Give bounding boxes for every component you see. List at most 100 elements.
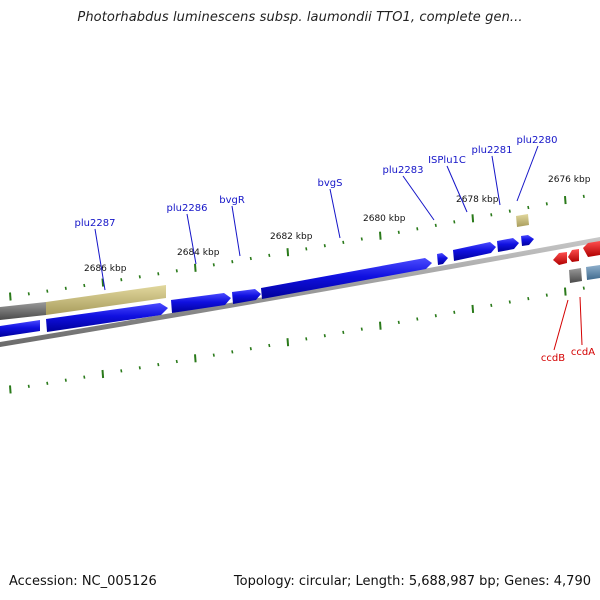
major-tick — [471, 214, 475, 223]
minor-tick — [157, 272, 160, 276]
minor-tick — [527, 205, 530, 210]
gene-arrow[interactable] — [583, 241, 600, 257]
minor-tick — [138, 275, 141, 279]
gene-label-plu2286[interactable]: plu2286 — [167, 203, 208, 214]
gene-arrow[interactable] — [497, 238, 519, 252]
gene-arrow[interactable] — [232, 289, 261, 304]
scale-label: 2684 kbp — [177, 248, 220, 258]
major-tick — [9, 292, 12, 301]
gene-label-ccdA[interactable]: ccdA — [571, 347, 595, 358]
minor-tick — [416, 317, 419, 321]
gene-arrow[interactable] — [553, 252, 567, 265]
minor-tick — [46, 289, 49, 293]
minor-tick — [453, 220, 456, 224]
major-tick — [564, 196, 567, 205]
forward-gene-arrows — [0, 235, 534, 337]
steel-region-block — [586, 265, 600, 280]
major-tick — [194, 354, 197, 363]
major-tick — [379, 231, 382, 240]
gene-label-plu2280[interactable]: plu2280 — [517, 135, 558, 146]
gene-label-ISPlu1C[interactable]: ISPlu1C — [428, 155, 466, 166]
minor-tick — [231, 350, 234, 354]
gene-label-bvgS[interactable]: bvgS — [318, 178, 343, 189]
tick-row-upper — [9, 194, 585, 301]
minor-tick — [27, 384, 30, 388]
minor-tick — [453, 310, 456, 314]
minor-tick — [64, 378, 67, 382]
scale-labels: 2686 kbp 2684 kbp 2682 kbp 2680 kbp 2678… — [84, 175, 591, 274]
minor-tick — [46, 381, 49, 385]
minor-tick — [249, 256, 252, 261]
major-tick — [9, 385, 12, 394]
gene-arrow[interactable] — [521, 235, 534, 246]
gene-label-leaders — [94, 145, 539, 291]
scale-label: 2678 kbp — [456, 195, 499, 205]
major-tick — [101, 278, 105, 287]
gene-label-ccdB[interactable]: ccdB — [541, 353, 565, 364]
gene-arrow[interactable] — [171, 293, 231, 313]
minor-tick — [342, 240, 345, 245]
gene-arrow[interactable] — [261, 258, 432, 299]
minor-tick — [582, 194, 585, 199]
gray-region-block — [569, 268, 582, 283]
gene-arrow[interactable] — [0, 320, 40, 337]
gene-label-plu2287[interactable]: plu2287 — [75, 218, 116, 229]
accession-text: Accession: NC_005126 — [9, 574, 157, 589]
page-title: Photorhabdus luminescens subsp. laumondi… — [77, 10, 523, 25]
gene-arrow[interactable] — [46, 303, 168, 332]
minor-tick — [212, 353, 215, 357]
minor-tick — [527, 296, 530, 301]
minor-tick — [212, 263, 215, 267]
minor-tick — [490, 213, 493, 217]
gray-region-track — [0, 302, 46, 320]
major-tick — [286, 338, 290, 347]
major-tick — [471, 304, 475, 313]
minor-tick — [268, 253, 271, 258]
gene-label-bvgR[interactable]: bvgR — [219, 195, 245, 206]
minor-tick — [545, 202, 548, 206]
tick-row-lower — [9, 286, 585, 394]
tan-region-track — [46, 285, 166, 315]
minor-tick — [175, 359, 178, 364]
minor-tick — [305, 247, 308, 251]
minor-tick — [175, 269, 178, 273]
minor-tick — [249, 347, 252, 351]
genome-summary-text: Topology: circular; Length: 5,688,987 bp… — [233, 574, 591, 589]
gene-labels: plu2287 plu2286 bvgR bvgS plu2283 ISPlu1… — [75, 135, 558, 229]
gene-label-plu2281[interactable]: plu2281 — [472, 145, 513, 156]
minor-tick — [416, 227, 419, 231]
minor-tick — [397, 230, 400, 234]
minor-tick — [83, 375, 86, 379]
gene-label-plu2283[interactable]: plu2283 — [383, 165, 424, 176]
minor-tick — [490, 303, 493, 308]
gene-arrow[interactable] — [453, 242, 496, 261]
minor-tick — [434, 314, 437, 318]
minor-tick — [157, 362, 160, 367]
minor-tick — [360, 237, 363, 241]
minor-tick — [582, 286, 585, 290]
tan-region-small — [516, 214, 529, 227]
minor-tick — [64, 286, 67, 290]
minor-tick — [231, 260, 234, 264]
minor-tick — [323, 334, 326, 338]
reverse-gene-labels: ccdB ccdA — [541, 347, 595, 364]
major-tick — [286, 248, 290, 257]
minor-tick — [342, 330, 345, 335]
minor-tick — [305, 337, 308, 341]
minor-tick — [508, 209, 511, 213]
minor-tick — [120, 278, 123, 282]
scale-label: 2676 kbp — [548, 175, 591, 185]
minor-tick — [360, 327, 363, 331]
scale-label: 2680 kbp — [363, 214, 406, 224]
minor-tick — [397, 320, 400, 325]
minor-tick — [323, 244, 326, 248]
major-tick — [564, 287, 567, 296]
minor-tick — [138, 366, 141, 370]
minor-tick — [508, 300, 511, 304]
major-tick — [194, 263, 197, 272]
gene-arrow[interactable] — [568, 249, 579, 262]
minor-tick — [434, 223, 437, 228]
gene-arrow[interactable] — [437, 253, 448, 265]
minor-tick — [83, 283, 86, 288]
